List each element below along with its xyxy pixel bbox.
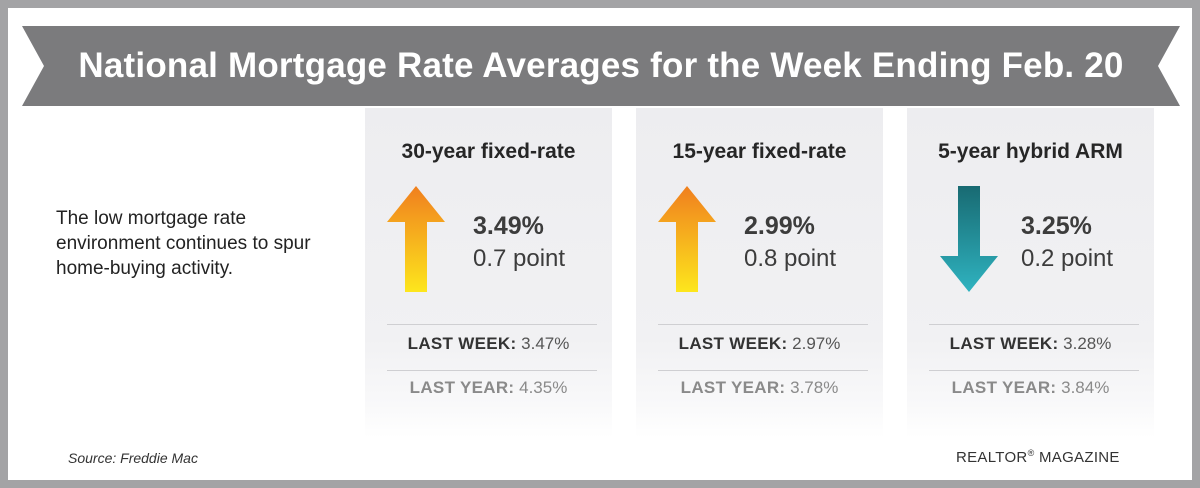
card-title: 30-year fixed-rate [401,140,576,163]
rate-card-15-year: 15-year fixed-rate 2.99% 0.8 point LAST … [636,108,883,438]
last-week-row: LAST WEEK: 2.97% [636,334,883,354]
infographic-canvas: National Mortgage Rate Averages for the … [8,8,1192,480]
registered-mark: ® [1027,448,1035,458]
divider [658,370,868,371]
last-week-value: 3.28% [1063,334,1112,353]
up-arrow-icon [387,186,445,292]
last-week-label: LAST WEEK: [949,334,1059,353]
card-title: 5-year hybrid ARM [938,140,1123,163]
divider [929,370,1139,371]
last-week-row: LAST WEEK: 3.47% [365,334,612,354]
source-credit: Source: Freddie Mac [68,450,198,466]
rate-card-5-year-arm: 5-year hybrid ARM 3.25% 0.2 point LAST W… [907,108,1154,438]
last-year-row: LAST YEAR: 3.84% [907,378,1154,398]
last-year-value: 4.35% [519,378,568,397]
rate-change: 0.8 point [744,245,837,272]
last-week-row: LAST WEEK: 3.28% [907,334,1154,354]
last-year-label: LAST YEAR: [680,378,786,397]
page-title: National Mortgage Rate Averages for the … [78,46,1124,85]
last-year-row: LAST YEAR: 4.35% [365,378,612,398]
last-week-value: 2.97% [792,334,841,353]
title-banner: National Mortgage Rate Averages for the … [22,26,1180,106]
down-arrow-icon [940,186,998,292]
rate-change: 0.2 point [1021,245,1114,272]
current-rate: 3.49% [473,212,544,240]
publisher-brand: REALTOR® MAGAZINE [956,448,1120,466]
last-week-value: 3.47% [521,334,570,353]
current-rate: 2.99% [744,212,815,240]
divider [658,324,868,325]
intro-text: The low mortgage rate environment contin… [56,208,311,279]
card-title: 15-year fixed-rate [672,140,847,163]
last-week-label: LAST WEEK: [407,334,517,353]
last-year-row: LAST YEAR: 3.78% [636,378,883,398]
up-arrow-icon [658,186,716,292]
divider [929,324,1139,325]
last-year-value: 3.78% [790,378,839,397]
last-week-label: LAST WEEK: [678,334,788,353]
last-year-label: LAST YEAR: [409,378,515,397]
banner-ribbon-shape [22,26,1180,106]
last-year-value: 3.84% [1061,378,1110,397]
brand-name: REALTOR [956,449,1028,466]
last-year-label: LAST YEAR: [951,378,1057,397]
current-rate: 3.25% [1021,212,1092,240]
brand-suffix: MAGAZINE [1034,449,1120,466]
divider [387,324,597,325]
divider [387,370,597,371]
rate-change: 0.7 point [473,245,566,272]
rate-card-30-year: 30-year fixed-rate 3.49% 0.7 point LAST … [365,108,612,438]
